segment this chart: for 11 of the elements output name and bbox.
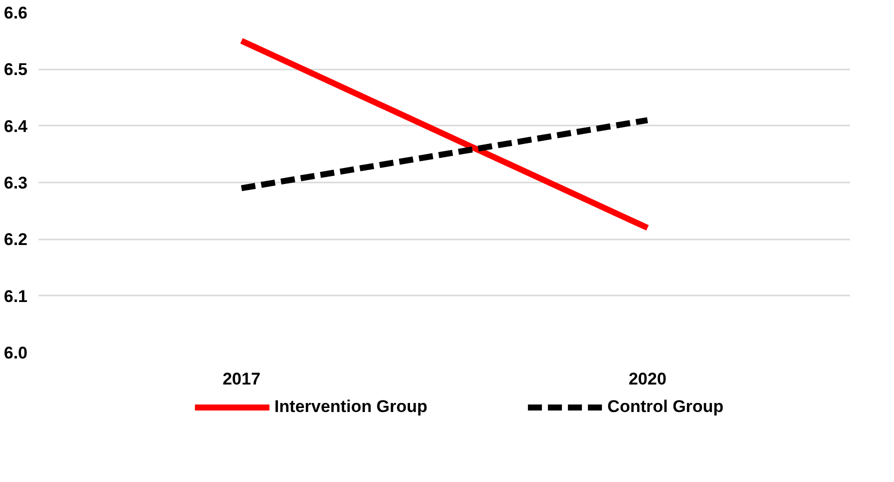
y-tick-label: 6.4	[4, 116, 28, 136]
y-tick-label: 6.2	[4, 230, 28, 250]
x-tick-label: 2017	[222, 370, 260, 388]
legend-label: Control Group	[607, 397, 724, 417]
y-tick-label: 6.6	[4, 4, 28, 22]
legend-label: Intervention Group	[274, 397, 428, 417]
x-tick-label: 2020	[628, 370, 666, 388]
y-tick-label: 6.0	[4, 344, 28, 362]
y-tick-label: 6.1	[4, 286, 28, 306]
y-tick-label: 6.5	[4, 60, 28, 80]
y-tick-label: 6.3	[4, 174, 28, 192]
